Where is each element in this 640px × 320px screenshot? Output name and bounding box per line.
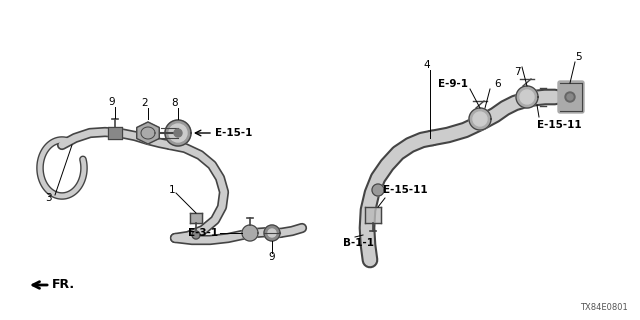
Text: TX84E0801: TX84E0801 [580,303,628,312]
Text: 3: 3 [45,193,51,203]
Text: 1: 1 [169,185,175,195]
Text: 6: 6 [495,79,501,89]
Polygon shape [365,207,381,223]
Text: E-9-1: E-9-1 [438,79,468,89]
Text: E-15-1: E-15-1 [215,128,252,138]
Polygon shape [190,213,202,223]
Circle shape [372,184,384,196]
Text: E-15-11: E-15-11 [383,185,428,195]
Polygon shape [108,127,122,139]
Text: 5: 5 [576,52,582,62]
Text: 2: 2 [141,98,148,108]
Circle shape [242,225,258,241]
Circle shape [565,92,575,102]
Circle shape [473,112,487,126]
Circle shape [165,120,191,146]
Text: 7: 7 [514,67,520,77]
Text: E-3-1: E-3-1 [188,228,218,238]
Text: B-1-1: B-1-1 [343,238,374,248]
Circle shape [469,108,491,130]
Circle shape [520,90,534,104]
Circle shape [192,231,200,239]
Circle shape [516,86,538,108]
Circle shape [264,225,280,241]
Text: 8: 8 [172,98,179,108]
Text: FR.: FR. [52,278,75,292]
Circle shape [567,94,573,100]
Circle shape [169,124,187,142]
Text: E-15-11: E-15-11 [537,120,582,130]
FancyBboxPatch shape [558,81,584,113]
Text: 4: 4 [424,60,430,70]
Text: 9: 9 [109,97,115,107]
Polygon shape [137,122,159,144]
Circle shape [268,229,276,237]
Text: 9: 9 [269,252,275,262]
Circle shape [174,129,182,137]
